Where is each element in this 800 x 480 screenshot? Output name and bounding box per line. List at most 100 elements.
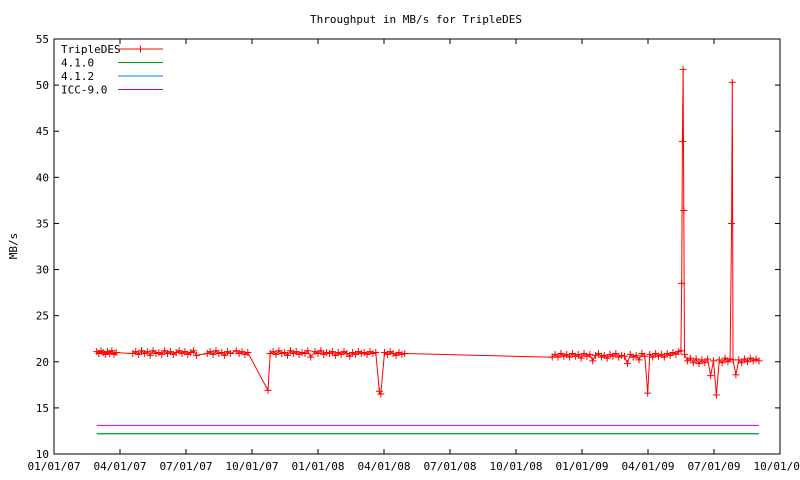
data-point — [660, 353, 668, 361]
data-point — [612, 349, 620, 357]
data-point — [677, 347, 685, 355]
data-point — [701, 359, 709, 367]
data-point — [244, 349, 252, 357]
y-tick-label: 25 — [36, 310, 49, 323]
plot-border — [53, 38, 781, 455]
x-tick-label: 07/01/09 — [688, 460, 741, 473]
data-point — [692, 355, 700, 363]
plot-frame — [53, 38, 781, 455]
data-point — [689, 359, 697, 367]
data-point — [152, 349, 160, 357]
data-point — [278, 349, 286, 357]
data-point — [595, 349, 602, 357]
data-point — [641, 352, 649, 360]
data-point — [712, 391, 720, 399]
data-point — [574, 350, 582, 358]
x-tick-label: 10/01/09 — [754, 460, 800, 473]
data-point — [709, 357, 717, 365]
data-point — [398, 350, 406, 358]
data-point — [304, 347, 312, 355]
data-point — [680, 207, 688, 215]
data-point — [190, 347, 198, 355]
data-point — [621, 352, 629, 360]
data-point — [743, 358, 751, 366]
data-point — [272, 350, 280, 358]
data-point — [566, 353, 574, 361]
data-point — [146, 351, 154, 359]
y-tick-label: 20 — [36, 356, 49, 369]
data-point — [678, 137, 686, 145]
data-point — [317, 347, 325, 355]
y-tick-label: 30 — [36, 264, 49, 277]
data-point — [554, 353, 562, 361]
legend-label: TripleDES — [61, 43, 121, 56]
data-point — [644, 389, 652, 397]
series-line — [96, 69, 760, 396]
data-point — [695, 360, 703, 368]
data-point — [298, 349, 306, 357]
data-point — [728, 78, 736, 86]
data-point — [221, 351, 229, 359]
x-tick-label: 10/01/07 — [226, 460, 279, 473]
data-point — [678, 279, 686, 287]
data-point — [635, 356, 643, 364]
series-tripledes — [93, 65, 763, 399]
x-tick-label: 07/01/07 — [160, 460, 213, 473]
data-point — [618, 351, 626, 359]
x-tick-label: 01/01/07 — [28, 460, 81, 473]
x-tick-label: 04/01/09 — [622, 460, 675, 473]
data-point — [264, 386, 272, 394]
data-point — [209, 350, 217, 358]
data-point — [632, 351, 640, 359]
data-point — [755, 357, 763, 365]
data-point — [346, 352, 354, 360]
data-point — [603, 354, 611, 362]
data-point — [704, 355, 712, 363]
legend-label: 4.1.0 — [61, 57, 94, 70]
data-point — [728, 219, 736, 227]
data-point — [323, 349, 331, 357]
data-point — [649, 353, 657, 361]
data-point — [284, 351, 292, 359]
y-axis-label: MB/s — [7, 233, 20, 260]
series-layer — [93, 65, 763, 435]
data-point — [681, 350, 689, 358]
y-tick-label: 35 — [36, 217, 49, 230]
y-tick-label: 15 — [36, 402, 49, 415]
y-tick-label: 40 — [36, 171, 49, 184]
data-point — [577, 354, 585, 362]
data-point — [686, 354, 694, 362]
y-tick-label: 45 — [36, 125, 49, 138]
x-tick-label: 04/01/08 — [358, 460, 411, 473]
legend-label: ICC-9.0 — [61, 84, 107, 97]
data-point — [718, 359, 726, 367]
data-point — [738, 359, 746, 367]
y-tick-label: 55 — [36, 33, 49, 46]
data-point — [369, 349, 377, 357]
data-point — [158, 350, 166, 358]
data-point — [377, 390, 385, 398]
data-point — [401, 349, 409, 357]
chart-title: Throughput in MB/s for TripleDES — [310, 13, 522, 26]
y-axis: 10 15 20 25 30 35 40 45 50 55 — [36, 33, 780, 461]
data-point — [143, 348, 151, 356]
x-tick-label: 07/01/08 — [424, 460, 477, 473]
data-point — [372, 349, 380, 357]
legend-marker — [137, 45, 144, 53]
data-point — [732, 371, 740, 379]
data-point — [108, 347, 116, 355]
data-point — [589, 357, 597, 365]
x-tick-label: 04/01/07 — [94, 460, 147, 473]
data-point — [226, 349, 234, 357]
data-point — [328, 348, 336, 356]
data-point — [586, 350, 594, 358]
legend-label: 4.1.2 — [61, 70, 94, 83]
data-point — [215, 349, 223, 357]
data-point — [623, 360, 631, 368]
data-point — [721, 354, 729, 362]
data-point — [192, 351, 200, 359]
data-point — [112, 349, 120, 357]
data-point — [307, 353, 315, 361]
